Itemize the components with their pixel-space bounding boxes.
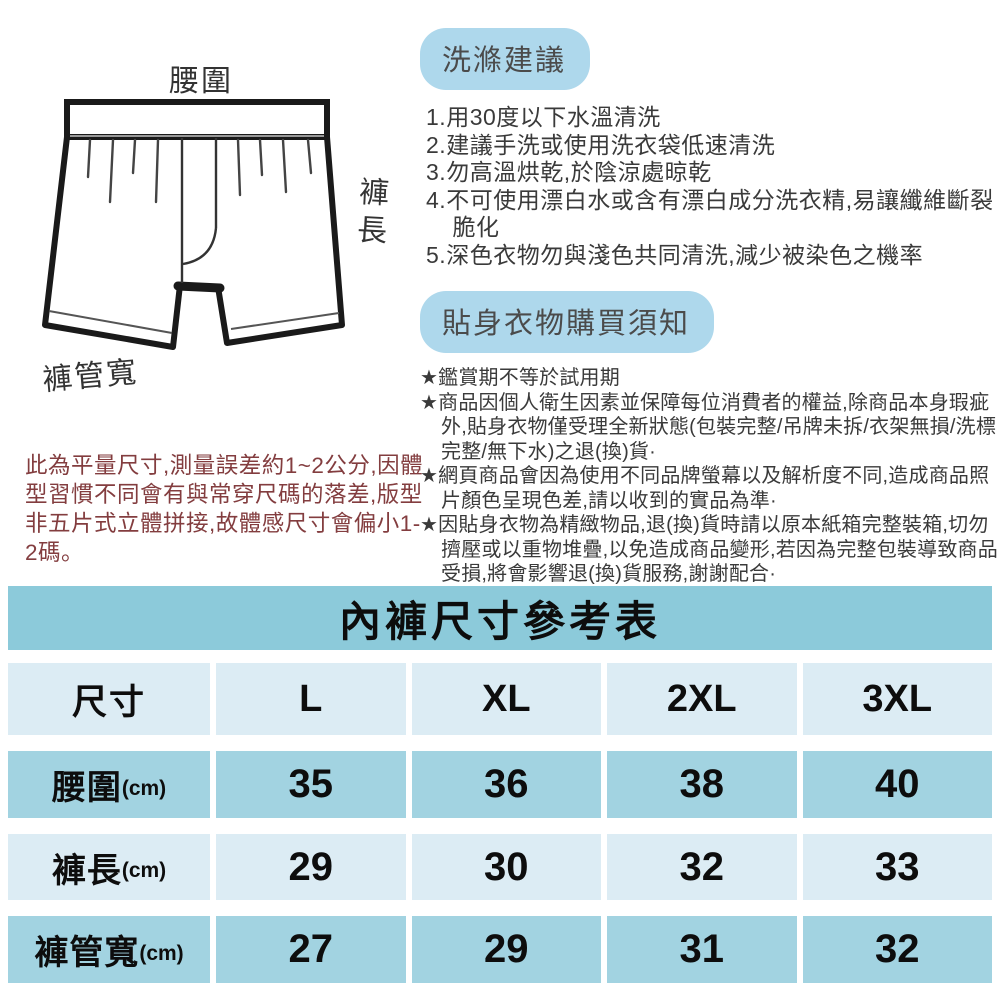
row-label-text: 腰圍	[51, 769, 122, 807]
table-cell: 27	[216, 916, 406, 983]
item-number: 3.	[426, 159, 447, 185]
cell-value: 31	[679, 927, 725, 971]
row-unit: (cm)	[121, 859, 167, 882]
row-label-waist: 腰圍 (cm)	[8, 751, 210, 818]
row-unit: (cm)	[121, 776, 167, 800]
table-cell: 40	[802, 751, 992, 818]
table-cell: 32	[802, 916, 992, 983]
measurement-note: 此為平量尺寸,測量誤差約1~2公分,因體型習慣不同會有與常穿尺碼的落差,版型非五…	[25, 453, 424, 565]
column-header-l: L	[216, 663, 406, 735]
column-header-xl: XL	[411, 663, 601, 735]
cell-value: 40	[875, 762, 920, 806]
purchase-notice-list: ★鑑賞期不等於試用期 ★商品因個人衛生因素並保障每位消費者的權益,除商品本身瑕疵…	[420, 366, 998, 587]
item-text: 建議手洗或使用洗衣袋低速清洗	[446, 131, 776, 158]
row-label-length: 褲長 (cm)	[8, 834, 210, 900]
item-number: 5.	[426, 241, 447, 268]
table-cell: 32	[607, 834, 797, 900]
washing-item: 1.用30度以下水溫清洗	[426, 104, 998, 132]
notice-item: ★鑑賞期不等於試用期	[420, 366, 998, 391]
length-label: 褲長	[351, 175, 388, 253]
star-icon: ★	[420, 465, 439, 487]
care-info-column: 洗滌建議 1.用30度以下水溫清洗 2.建議手洗或使用洗衣袋低速清洗 3.勿高溫…	[420, 28, 998, 587]
notice-text: 因貼身衣物為精緻物品,退(換)貨時請以原本紙箱完整裝箱,切勿擠壓或以重物堆疊,以…	[438, 514, 998, 585]
row-label-text: 褲長	[51, 851, 122, 890]
notice-item: ★商品因個人衛生因素並保障每位消費者的權益,除商品本身瑕疵外,貼身衣物僅受理全新…	[420, 391, 998, 465]
cell-value: 29	[288, 844, 334, 889]
leg-width-label: 褲管寬	[41, 355, 140, 398]
size-chart: 內褲尺寸參考表 尺寸 L XL 2XL 3XL 腰圍 (cm) 35 36 38 …	[8, 586, 992, 983]
washing-item: 3.勿高溫烘乾,於陰涼處晾乾	[426, 159, 998, 187]
item-text: 勿高溫烘乾,於陰涼處晾乾	[446, 159, 712, 185]
cell-value: 32	[679, 844, 725, 889]
notice-item: ★因貼身衣物為精緻物品,退(換)貨時請以原本紙箱完整裝箱,切勿擠壓或以重物堆疊,…	[420, 513, 998, 587]
star-icon: ★	[420, 367, 439, 389]
item-number: 1.	[426, 104, 447, 130]
table-cell: 36	[411, 751, 601, 818]
item-number: 4.	[426, 186, 447, 213]
cell-value: 38	[679, 762, 725, 806]
table-cell: 38	[607, 751, 797, 818]
column-header-3xl: 3XL	[802, 663, 992, 735]
table-cell: 30	[411, 834, 601, 900]
row-unit: (cm)	[139, 941, 184, 965]
table-cell: 29	[216, 834, 406, 900]
row-label-text: 褲管寬	[34, 934, 140, 972]
washing-item: 2.建議手洗或使用洗衣袋低速清洗	[426, 132, 998, 160]
column-header-size: 尺寸	[8, 663, 210, 735]
cell-value: 32	[875, 927, 920, 971]
star-icon: ★	[420, 514, 439, 536]
item-number: 2.	[426, 131, 447, 158]
table-cell: 31	[607, 916, 797, 983]
notice-text: 鑑賞期不等於試用期	[438, 367, 620, 389]
table-cell: 29	[411, 916, 601, 983]
table-cell: 33	[802, 834, 992, 900]
size-chart-grid: 尺寸 L XL 2XL 3XL 腰圍 (cm) 35 36 38 40 褲長 (cm…	[8, 663, 992, 983]
cell-value: 33	[875, 844, 920, 889]
washing-advice-title: 洗滌建議	[420, 28, 591, 90]
purchase-notice-title: 貼身衣物購買須知	[420, 291, 715, 353]
waist-label: 腰圍	[169, 65, 233, 98]
boxer-shorts-drawing	[42, 99, 345, 350]
table-cell: 35	[216, 751, 406, 818]
washing-item: 5.深色衣物勿與淺色共同清洗,減少被染色之機率	[426, 242, 998, 270]
item-text: 用30度以下水溫清洗	[446, 104, 661, 130]
cell-value: 29	[484, 927, 529, 971]
size-diagram: 腰圍 褲長 褲管寬	[0, 0, 420, 420]
notice-text: 網頁商品會因為使用不同品牌螢幕以及解析度不同,造成商品照片顏色呈現色差,請以收到…	[438, 465, 990, 512]
washing-advice-list: 1.用30度以下水溫清洗 2.建議手洗或使用洗衣袋低速清洗 3.勿高溫烘乾,於陰…	[420, 104, 998, 269]
column-header-2xl: 2XL	[607, 663, 797, 735]
item-text: 深色衣物勿與淺色共同清洗,減少被染色之機率	[446, 241, 924, 268]
notice-item: ★網頁商品會因為使用不同品牌螢幕以及解析度不同,造成商品照片顏色呈現色差,請以收…	[420, 464, 998, 513]
cell-value: 35	[288, 762, 334, 806]
washing-item: 4.不可使用漂白水或含有漂白成分洗衣精,易讓纖維斷裂脆化	[426, 187, 998, 242]
item-text: 不可使用漂白水或含有漂白成分洗衣精,易讓纖維斷裂脆化	[446, 186, 994, 241]
size-chart-title: 內褲尺寸參考表	[8, 586, 992, 650]
row-label-leg-width: 褲管寬 (cm)	[8, 916, 210, 983]
cell-value: 27	[288, 927, 334, 971]
cell-value: 30	[484, 844, 529, 889]
cell-value: 36	[484, 762, 529, 806]
notice-text: 商品因個人衛生因素並保障每位消費者的權益,除商品本身瑕疵外,貼身衣物僅受理全新狀…	[438, 391, 997, 463]
star-icon: ★	[420, 391, 439, 414]
